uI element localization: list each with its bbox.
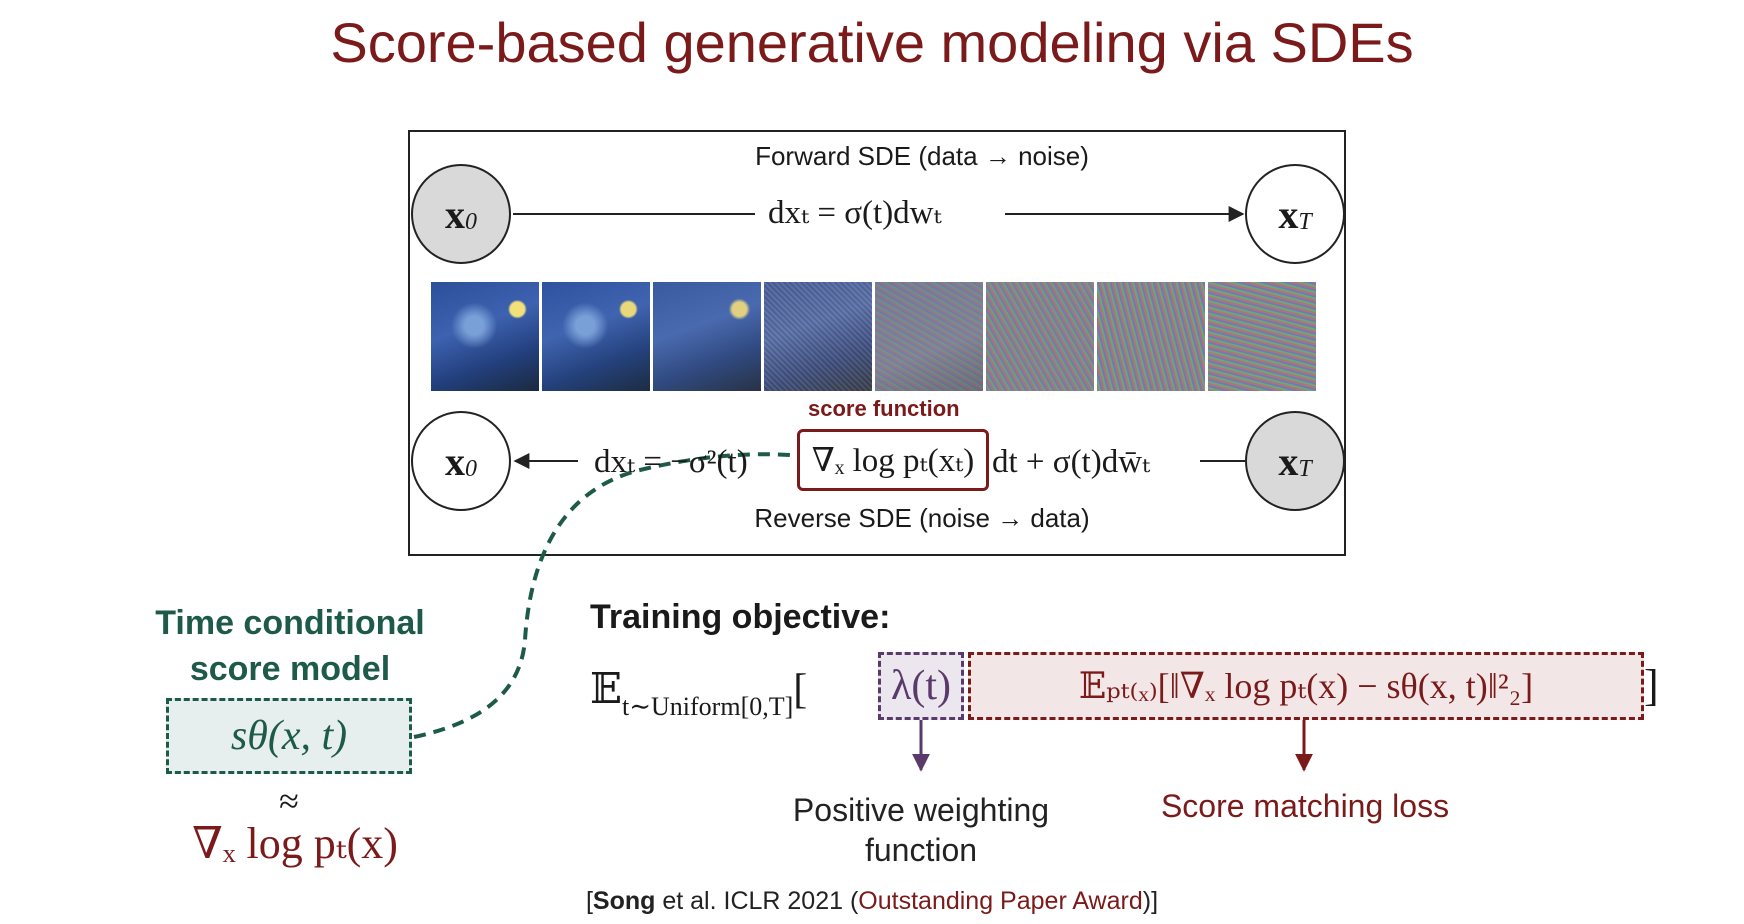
citation-author: Song xyxy=(592,887,656,915)
lambda-box: λ(t) xyxy=(878,652,964,720)
score-model-box: sθ(x, t) xyxy=(166,698,412,774)
image-step-4 xyxy=(764,282,872,391)
expectation-term: 𝔼t∼Uniform[0,T][ xyxy=(590,664,808,721)
loss-term: 𝔼ₚₜ₍ₓ₎[‖∇ₓ log pₜ(x) − sθ(x, t)‖²₂] xyxy=(1078,666,1534,706)
score-model-expression: sθ(x, t) xyxy=(230,713,348,759)
citation-rest: et al. ICLR 2021 ( xyxy=(655,887,859,915)
score-function-label: score function xyxy=(808,396,960,421)
slide-title: Score-based generative modeling via SDEs xyxy=(330,11,1414,74)
model-heading-line2: score model xyxy=(189,650,391,688)
score-function-box: ∇ₓ log pₜ(xₜ) xyxy=(797,429,989,491)
citation-award: Outstanding Paper Award xyxy=(858,887,1143,915)
loss-caption: Score matching loss xyxy=(1160,788,1450,824)
expectation-symbol: 𝔼 xyxy=(590,667,623,713)
close-bracket: ] xyxy=(1644,661,1659,710)
approx-symbol: ≈ xyxy=(279,781,299,821)
citation: [Song et al. ICLR 2021 (Outstanding Pape… xyxy=(0,887,1744,916)
score-target-expression: ∇ₓ log pₜ(x) xyxy=(192,819,398,868)
lambda-caption-line1: Positive weighting xyxy=(792,792,1050,828)
image-step-6 xyxy=(986,282,1094,391)
reverse-eq-suffix: dt + σ(t)dw̄ₜ xyxy=(992,444,1151,480)
image-step-2 xyxy=(542,282,650,391)
reverse-start-node-symbol: x xyxy=(1278,438,1299,484)
forward-start-node-sub: 0 xyxy=(465,208,477,235)
forward-end-node-sub: T xyxy=(1298,208,1312,235)
reverse-eq-prefix: dxₜ = −σ²(t) xyxy=(594,444,748,480)
forward-sde-label: Forward SDE (data → noise) xyxy=(755,141,1089,171)
image-step-3 xyxy=(653,282,761,391)
model-to-score-dashed-curve xyxy=(413,452,791,739)
forward-end-node-symbol: x xyxy=(1278,191,1299,237)
reverse-end-node-symbol: x xyxy=(445,438,465,484)
image-step-7 xyxy=(1097,282,1205,391)
forward-sde-equation: dxₜ = σ(t)dwₜ xyxy=(768,195,942,231)
lambda-caption-line2: function xyxy=(864,832,978,868)
citation-open: [ xyxy=(585,887,593,915)
reverse-start-node-sub: T xyxy=(1298,455,1312,482)
model-heading: Time conditional score model xyxy=(110,600,470,692)
noising-image-strip xyxy=(431,282,1316,391)
forward-start-node-symbol: x xyxy=(445,191,465,237)
expectation-subscript: t∼Uniform[0,T] xyxy=(622,692,794,721)
lambda-term: λ(t) xyxy=(890,663,951,709)
reverse-end-node-sub: 0 xyxy=(465,455,477,482)
training-objective-heading: Training objective: xyxy=(590,598,891,636)
image-step-8 xyxy=(1208,282,1316,391)
reverse-eq-score: ∇ₓ log pₜ(xₜ) xyxy=(811,443,975,479)
citation-close: )] xyxy=(1142,887,1159,915)
model-heading-line1: Time conditional xyxy=(155,604,425,642)
reverse-sde-label: Reverse SDE (noise → data) xyxy=(754,503,1090,533)
open-bracket: [ xyxy=(793,667,808,713)
sde-diagram-frame xyxy=(408,130,1346,556)
loss-box: 𝔼ₚₜ₍ₓ₎[‖∇ₓ log pₜ(x) − sθ(x, t)‖²₂] xyxy=(968,652,1644,720)
image-step-5 xyxy=(875,282,983,391)
lambda-caption: Positive weighting function xyxy=(770,790,1072,870)
image-step-1 xyxy=(431,282,539,391)
